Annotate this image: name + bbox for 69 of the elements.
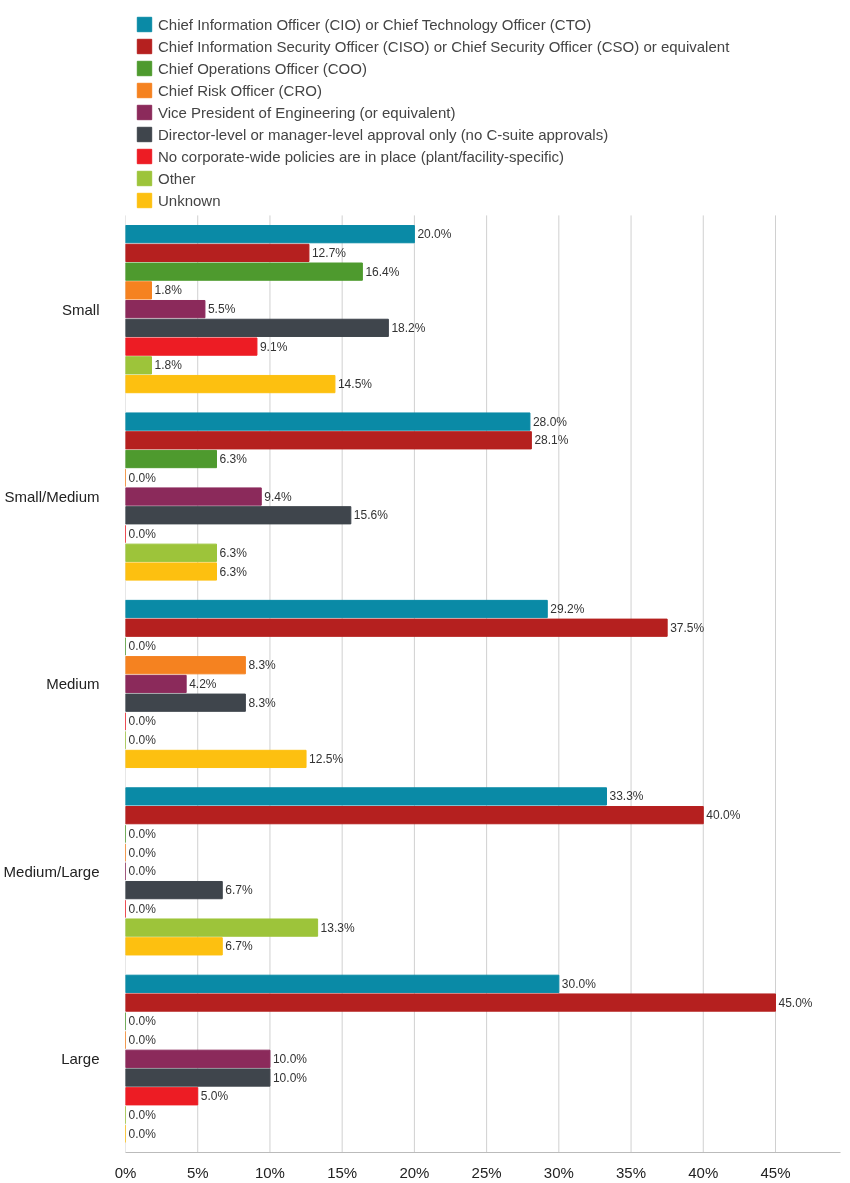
data-label: 45.0%: [778, 995, 813, 1010]
y-tick-label: Large: [61, 1050, 100, 1068]
data-label: 12.5%: [309, 751, 344, 766]
legend-label: Chief Risk Officer (CRO): [158, 81, 322, 99]
data-label: 0.0%: [128, 714, 157, 729]
x-tick-label: 20%: [399, 1163, 430, 1181]
legend-label: No corporate-wide policies are in place (plant/facility-specific): [158, 147, 565, 165]
data-label: 9.4%: [264, 489, 292, 504]
data-label: 20.0%: [417, 227, 452, 242]
data-label: 15.6%: [353, 508, 389, 523]
data-label: 9.1%: [259, 339, 288, 354]
data-label: 0.0%: [128, 1014, 157, 1029]
x-tick-label: 40%: [688, 1163, 719, 1181]
x-tick-label: 5%: [186, 1163, 209, 1181]
legend-label: Chief Operations Officer (COO): [158, 59, 367, 77]
data-label: 14.5%: [337, 377, 373, 392]
legend-label: Vice President of Engineering (or equivalent): [158, 103, 456, 121]
data-label: 12.7%: [311, 245, 347, 260]
data-label: 4.2%: [189, 676, 217, 691]
data-label: 1.8%: [154, 358, 183, 373]
y-tick-label: Medium: [46, 675, 100, 693]
data-label: 6.3%: [219, 564, 248, 579]
data-label: 6.7%: [225, 939, 253, 954]
data-label: 30.0%: [561, 976, 597, 991]
legend-label: Other: [158, 169, 196, 187]
data-label: 0.0%: [128, 864, 157, 879]
data-label: 40.0%: [706, 808, 741, 823]
data-label: 29.2%: [550, 601, 585, 616]
data-label: 6.3%: [219, 545, 248, 560]
data-label: 5.0%: [200, 1089, 229, 1104]
x-tick-label: 35%: [616, 1163, 647, 1181]
data-label: 6.3%: [219, 452, 248, 467]
legend-label: Director-level or manager-level approval only (no C-suite approvals): [158, 125, 609, 143]
legend-label: Unknown: [158, 191, 221, 209]
x-tick-label: 45%: [760, 1163, 791, 1181]
data-label: 10.0%: [272, 1051, 308, 1066]
data-label: 18.2%: [391, 320, 426, 335]
data-label: 16.4%: [365, 264, 400, 279]
data-label: 0.0%: [128, 826, 157, 841]
data-label: 0.0%: [128, 1033, 157, 1048]
data-label: 0.0%: [128, 470, 157, 485]
data-label: 28.1%: [534, 433, 569, 448]
x-tick-label: 10%: [254, 1163, 285, 1181]
data-label: 13.3%: [320, 920, 355, 935]
y-tick-label: Medium/Large: [3, 862, 100, 880]
data-label: 28.0%: [532, 414, 568, 429]
data-label: 8.3%: [248, 695, 277, 710]
y-tick-label: Small: [61, 300, 100, 318]
data-label: 0.0%: [128, 639, 157, 654]
x-tick-label: 15%: [327, 1163, 358, 1181]
data-label: 10.0%: [272, 1070, 308, 1085]
x-tick-label: 30%: [543, 1163, 574, 1181]
data-label: 0.0%: [128, 901, 157, 916]
legend-label: Chief Information Security Officer (CISO) or Chief Security Officer (CSO) or equivalent: [158, 37, 730, 55]
data-label: 5.5%: [207, 302, 236, 317]
data-label: 1.8%: [154, 283, 183, 298]
legend-label: Chief Information Officer (CIO) or Chief Technology Officer (CTO): [158, 15, 592, 33]
data-label: 37.5%: [670, 620, 705, 635]
data-label: 33.3%: [609, 789, 644, 804]
x-tick-label: 25%: [471, 1163, 502, 1181]
data-label: 8.3%: [248, 658, 277, 673]
data-label: 0.0%: [128, 527, 157, 542]
data-label: 0.0%: [128, 1126, 157, 1141]
data-label: 0.0%: [128, 733, 157, 748]
x-tick-label: 0%: [114, 1163, 137, 1181]
y-tick-label: Small/Medium: [4, 488, 100, 506]
data-label: 0.0%: [128, 1108, 157, 1123]
data-label: 6.7%: [225, 883, 253, 898]
data-label: 0.0%: [128, 845, 157, 860]
